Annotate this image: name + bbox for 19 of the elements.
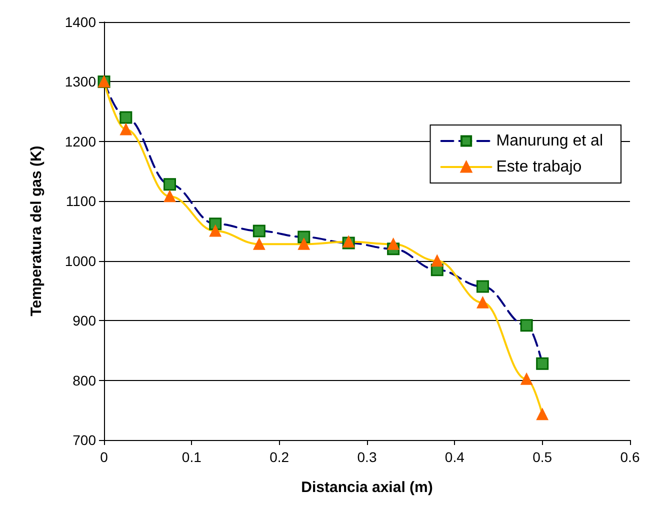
y-tick-label: 1200	[64, 133, 96, 150]
y-tick-label: 1000	[64, 252, 96, 269]
y-tick-label: 900	[72, 312, 96, 329]
y-tick-label: 1400	[64, 14, 96, 30]
legend-label: Manurung et al	[496, 132, 603, 150]
y-axis-title: Temperatura del gas (K)	[28, 146, 45, 316]
y-tick-label: 1300	[64, 74, 96, 90]
y-tick-label: 1100	[66, 193, 96, 210]
y-tick-label: 800	[72, 372, 96, 388]
x-tick-label: 0	[100, 449, 108, 465]
y-tick-label: 700	[72, 432, 96, 448]
x-tick-label: 0.6	[620, 449, 640, 465]
x-tick-label: 0.3	[357, 449, 377, 465]
x-tick-label: 0.5	[532, 449, 552, 465]
x-axis-title: Distancia axial (m)	[301, 479, 433, 496]
legend-label: Este trabajo	[496, 158, 582, 176]
x-tick-label: 0.1	[182, 449, 202, 465]
x-tick-label: 0.4	[444, 449, 465, 465]
x-tick-label: 0.2	[270, 449, 290, 465]
